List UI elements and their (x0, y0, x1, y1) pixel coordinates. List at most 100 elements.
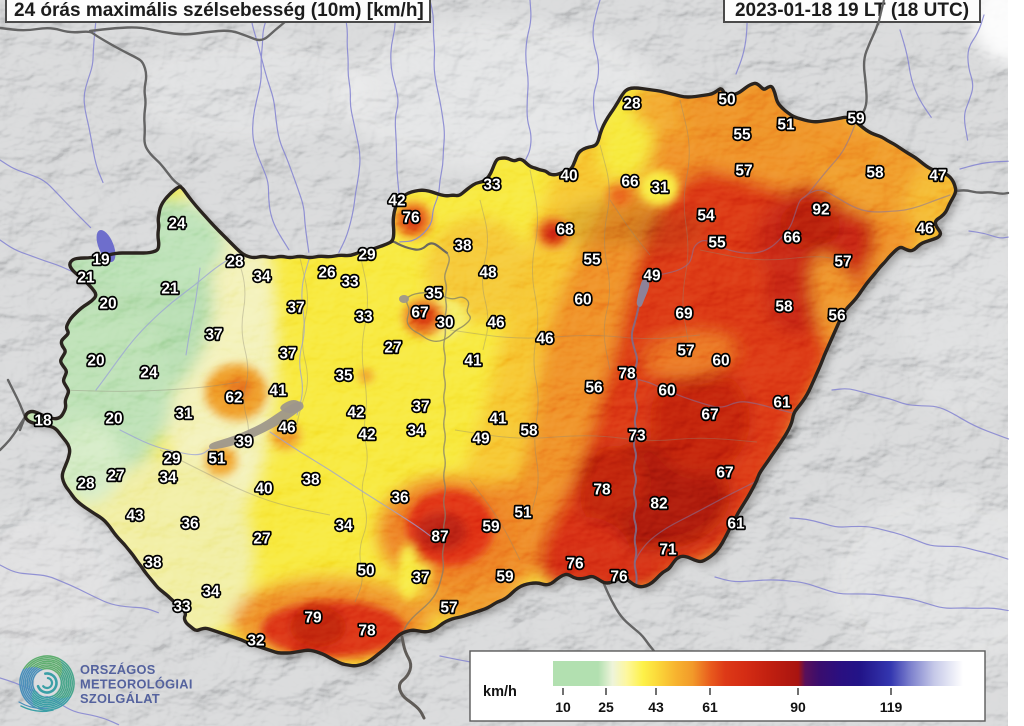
svg-text:24: 24 (140, 365, 158, 382)
svg-text:27: 27 (253, 531, 270, 548)
svg-text:24 órás maximális szélsebesség: 24 órás maximális szélsebesség (10m) [km… (14, 0, 424, 21)
svg-text:51: 51 (514, 505, 532, 522)
svg-text:67: 67 (701, 407, 718, 424)
svg-text:57: 57 (834, 254, 851, 271)
svg-text:27: 27 (107, 468, 124, 485)
svg-text:59: 59 (482, 519, 500, 536)
svg-text:55: 55 (733, 127, 751, 144)
svg-text:38: 38 (454, 238, 472, 255)
svg-text:61: 61 (702, 699, 718, 715)
svg-text:60: 60 (658, 383, 675, 400)
svg-text:66: 66 (621, 174, 639, 191)
svg-text:28: 28 (623, 96, 641, 113)
svg-text:51: 51 (208, 451, 226, 468)
svg-text:39: 39 (235, 434, 253, 451)
svg-text:20: 20 (105, 411, 122, 428)
svg-text:62: 62 (225, 390, 242, 407)
svg-text:87: 87 (431, 529, 448, 546)
svg-text:30: 30 (436, 315, 453, 332)
svg-text:33: 33 (355, 309, 373, 326)
svg-text:43: 43 (648, 699, 664, 715)
svg-text:57: 57 (735, 163, 752, 180)
svg-text:21: 21 (161, 281, 179, 298)
svg-text:59: 59 (847, 111, 865, 128)
svg-text:69: 69 (675, 306, 693, 323)
svg-text:34: 34 (335, 518, 353, 535)
svg-text:40: 40 (255, 481, 272, 498)
svg-text:33: 33 (173, 599, 191, 616)
svg-text:38: 38 (144, 555, 162, 572)
svg-text:37: 37 (205, 327, 222, 344)
svg-text:29: 29 (163, 451, 181, 468)
svg-text:66: 66 (783, 230, 801, 247)
svg-text:25: 25 (598, 699, 614, 715)
svg-text:40: 40 (560, 168, 577, 185)
svg-text:119: 119 (880, 699, 903, 715)
svg-text:35: 35 (425, 286, 443, 303)
svg-text:71: 71 (659, 542, 677, 559)
svg-text:33: 33 (483, 177, 501, 194)
svg-text:37: 37 (279, 346, 296, 363)
svg-text:68: 68 (556, 222, 574, 239)
svg-text:48: 48 (479, 265, 497, 282)
svg-text:28: 28 (77, 476, 95, 493)
svg-text:79: 79 (304, 610, 322, 627)
svg-text:20: 20 (87, 353, 104, 370)
svg-text:34: 34 (202, 584, 220, 601)
svg-text:54: 54 (697, 208, 715, 225)
svg-text:27: 27 (384, 340, 401, 357)
svg-text:49: 49 (643, 268, 661, 285)
svg-text:56: 56 (585, 380, 603, 397)
svg-text:37: 37 (412, 399, 429, 416)
svg-text:92: 92 (812, 202, 829, 219)
svg-text:31: 31 (651, 180, 669, 197)
svg-text:49: 49 (472, 431, 490, 448)
svg-text:61: 61 (727, 516, 745, 533)
svg-text:47: 47 (929, 168, 946, 185)
svg-text:36: 36 (181, 516, 199, 533)
svg-text:58: 58 (775, 299, 793, 316)
svg-text:78: 78 (593, 482, 611, 499)
svg-text:42: 42 (358, 427, 375, 444)
svg-text:37: 37 (287, 300, 304, 317)
svg-text:34: 34 (253, 269, 271, 286)
svg-text:59: 59 (496, 569, 514, 586)
svg-text:50: 50 (357, 563, 374, 580)
svg-text:82: 82 (650, 496, 667, 513)
svg-text:60: 60 (574, 292, 591, 309)
svg-text:28: 28 (226, 254, 244, 271)
svg-text:21: 21 (77, 270, 95, 287)
svg-text:33: 33 (341, 274, 359, 291)
svg-text:26: 26 (318, 265, 336, 282)
svg-text:10: 10 (555, 699, 571, 715)
svg-text:56: 56 (828, 308, 846, 325)
svg-text:36: 36 (391, 490, 409, 507)
svg-text:37: 37 (412, 570, 429, 587)
svg-text:58: 58 (866, 165, 884, 182)
svg-text:55: 55 (708, 235, 726, 252)
svg-text:78: 78 (358, 623, 376, 640)
svg-text:38: 38 (302, 472, 320, 489)
svg-text:76: 76 (402, 210, 420, 227)
svg-text:61: 61 (773, 395, 791, 412)
svg-text:41: 41 (269, 383, 287, 400)
svg-text:67: 67 (411, 305, 428, 322)
svg-text:42: 42 (388, 193, 405, 210)
svg-text:58: 58 (520, 423, 538, 440)
svg-text:76: 76 (610, 569, 628, 586)
svg-text:ORSZÁGOS: ORSZÁGOS (80, 662, 156, 677)
svg-text:78: 78 (618, 366, 636, 383)
svg-text:35: 35 (335, 368, 353, 385)
svg-text:20: 20 (99, 296, 116, 313)
svg-text:31: 31 (175, 406, 193, 423)
svg-text:76: 76 (566, 556, 584, 573)
svg-text:SZOLGÁLAT: SZOLGÁLAT (80, 691, 160, 706)
svg-text:19: 19 (92, 252, 110, 269)
svg-text:46: 46 (278, 420, 296, 437)
svg-text:34: 34 (407, 423, 425, 440)
svg-text:METEOROLÓGIAI: METEOROLÓGIAI (80, 677, 193, 692)
svg-text:90: 90 (790, 699, 806, 715)
svg-text:41: 41 (464, 353, 482, 370)
svg-text:34: 34 (159, 470, 177, 487)
svg-text:46: 46 (487, 315, 505, 332)
